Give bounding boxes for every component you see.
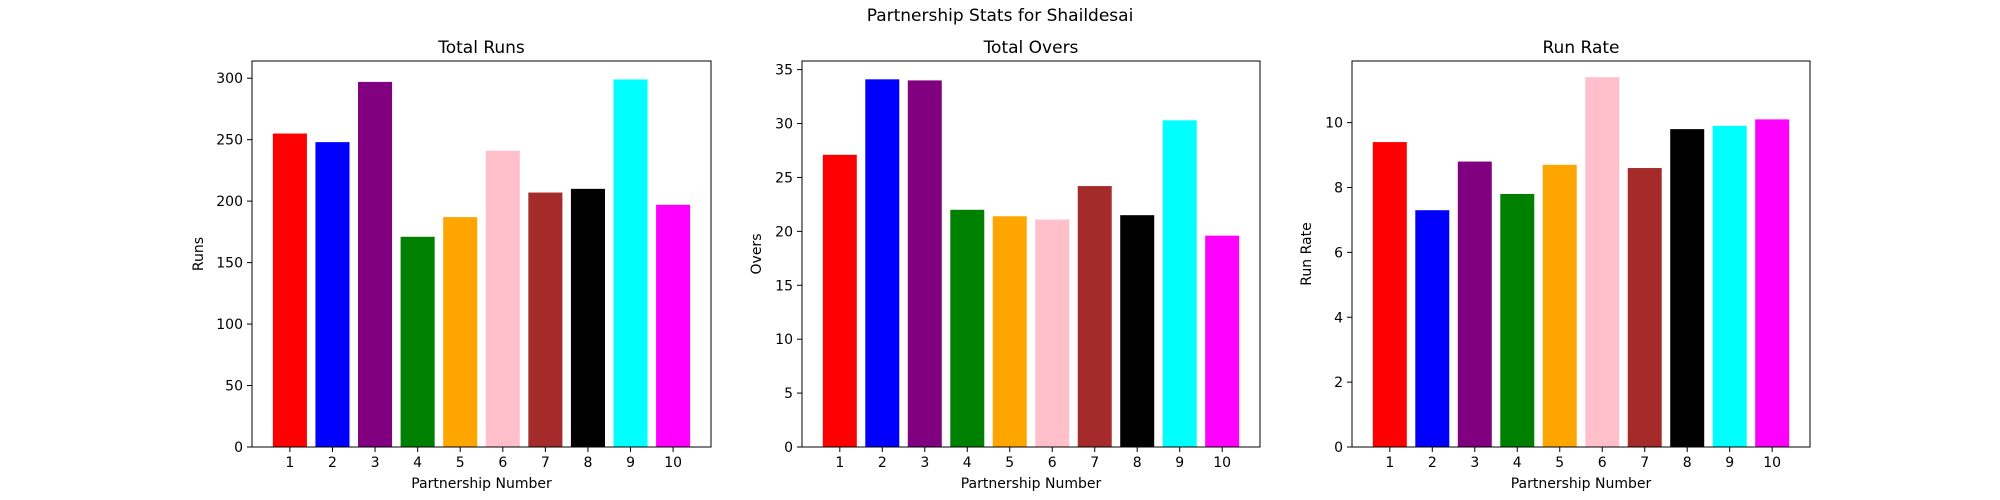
bar-9 bbox=[613, 79, 648, 447]
y-tick-label: 10 bbox=[775, 332, 793, 348]
y-tick-label: 15 bbox=[775, 278, 793, 294]
y-tick-label: 150 bbox=[216, 256, 243, 272]
x-tick-label: 4 bbox=[1513, 455, 1522, 471]
bar-6 bbox=[1585, 77, 1620, 447]
bar-1 bbox=[822, 154, 857, 448]
x-tick-label: 3 bbox=[920, 455, 929, 471]
y-tick-label: 0 bbox=[784, 440, 793, 456]
x-tick-label: 1 bbox=[835, 455, 844, 471]
chart-title: Total Runs bbox=[437, 38, 525, 58]
bar-4 bbox=[400, 236, 435, 447]
x-tick-label: 10 bbox=[664, 455, 682, 471]
x-tick-label: 6 bbox=[1598, 455, 1607, 471]
y-tick-label: 0 bbox=[234, 440, 243, 456]
chart-title: Run Rate bbox=[1543, 38, 1620, 58]
x-axis-label: Partnership Number bbox=[411, 476, 552, 492]
bar-3 bbox=[1457, 161, 1492, 448]
figure-suptitle: Partnership Stats for Shaildesai bbox=[866, 6, 1134, 26]
y-tick-label: 8 bbox=[1334, 181, 1343, 197]
x-tick-label: 5 bbox=[456, 455, 465, 471]
bar-5 bbox=[443, 217, 478, 447]
bar-1 bbox=[272, 133, 307, 447]
x-tick-label: 3 bbox=[1470, 455, 1479, 471]
x-tick-label: 6 bbox=[1048, 455, 1057, 471]
x-tick-label: 8 bbox=[1133, 455, 1142, 471]
bar-8 bbox=[1670, 129, 1705, 447]
chart-panel-3: 1 2 3 4 5 6 7 8 9 10 0 2 4 6 8 10 Run Rate Partnership Nu… bbox=[1299, 38, 1811, 492]
y-tick-label: 0 bbox=[1334, 440, 1343, 456]
x-tick-label: 8 bbox=[583, 455, 592, 471]
y-tick-label: 20 bbox=[775, 224, 793, 240]
axes-frame bbox=[251, 60, 712, 448]
bar-8 bbox=[570, 188, 605, 447]
bar-2 bbox=[865, 79, 900, 447]
y-tick-label: 10 bbox=[1325, 116, 1343, 132]
bar-2 bbox=[1415, 210, 1450, 447]
x-tick-label: 7 bbox=[1640, 455, 1649, 471]
x-tick-label: 2 bbox=[878, 455, 887, 471]
chart-panel-2: 1 2 3 4 5 6 7 8 9 10 0 5 10 15 20 25 30 35 Total Overs Part… bbox=[749, 38, 1261, 492]
x-tick-label: 4 bbox=[413, 455, 422, 471]
x-tick-label: 1 bbox=[285, 455, 294, 471]
y-tick-label: 200 bbox=[216, 194, 243, 210]
bar-4 bbox=[950, 209, 985, 447]
bar-1 bbox=[1372, 142, 1407, 447]
y-axis-label: Overs bbox=[749, 234, 765, 275]
y-tick-label: 25 bbox=[775, 170, 793, 186]
x-tick-label: 10 bbox=[1763, 455, 1781, 471]
x-axis-label: Partnership Number bbox=[1511, 476, 1652, 492]
x-tick-label: 6 bbox=[498, 455, 507, 471]
bar-10 bbox=[1755, 119, 1790, 447]
y-tick-label: 300 bbox=[216, 71, 243, 87]
bar-7 bbox=[528, 192, 563, 447]
bar-3 bbox=[907, 80, 942, 447]
x-tick-label: 2 bbox=[1428, 455, 1437, 471]
chart-title: Total Overs bbox=[983, 38, 1079, 58]
bar-6 bbox=[1035, 219, 1070, 447]
x-tick-label: 5 bbox=[1555, 455, 1564, 471]
x-tick-label: 9 bbox=[626, 455, 635, 471]
bar-7 bbox=[1077, 186, 1112, 447]
y-tick-label: 30 bbox=[775, 117, 793, 133]
y-axis-label: Run Rate bbox=[1299, 222, 1315, 285]
axes-frame bbox=[801, 60, 1261, 448]
x-tick-label: 7 bbox=[1090, 455, 1099, 471]
bar-2 bbox=[315, 142, 350, 447]
axes-frame bbox=[1351, 60, 1811, 448]
x-tick-label: 9 bbox=[1175, 455, 1184, 471]
x-tick-label: 8 bbox=[1683, 455, 1692, 471]
bar-9 bbox=[1712, 125, 1747, 448]
x-tick-label: 9 bbox=[1725, 455, 1734, 471]
x-tick-label: 5 bbox=[1005, 455, 1014, 471]
y-tick-label: 50 bbox=[225, 379, 243, 395]
bar-5 bbox=[992, 216, 1027, 447]
bar-10 bbox=[656, 204, 691, 447]
y-tick-label: 250 bbox=[216, 133, 243, 149]
bar-7 bbox=[1627, 168, 1662, 448]
bar-10 bbox=[1205, 235, 1240, 447]
x-axis-label: Partnership Number bbox=[961, 476, 1102, 492]
x-tick-label: 4 bbox=[963, 455, 972, 471]
y-tick-label: 35 bbox=[775, 63, 793, 79]
bar-4 bbox=[1500, 193, 1535, 447]
y-tick-label: 2 bbox=[1334, 375, 1343, 391]
y-tick-label: 5 bbox=[784, 386, 793, 402]
y-axis-label: Runs bbox=[191, 237, 207, 271]
bar-3 bbox=[358, 81, 393, 448]
bar-8 bbox=[1120, 215, 1155, 447]
x-tick-label: 1 bbox=[1385, 455, 1394, 471]
x-tick-label: 2 bbox=[328, 455, 337, 471]
x-tick-label: 3 bbox=[371, 455, 380, 471]
y-tick-label: 100 bbox=[216, 317, 243, 333]
y-tick-label: 4 bbox=[1334, 310, 1343, 326]
x-tick-label: 7 bbox=[541, 455, 550, 471]
bar-9 bbox=[1162, 120, 1197, 448]
y-tick-label: 6 bbox=[1334, 245, 1343, 261]
x-tick-label: 10 bbox=[1213, 455, 1231, 471]
bar-5 bbox=[1542, 164, 1577, 448]
bar-6 bbox=[485, 150, 520, 448]
